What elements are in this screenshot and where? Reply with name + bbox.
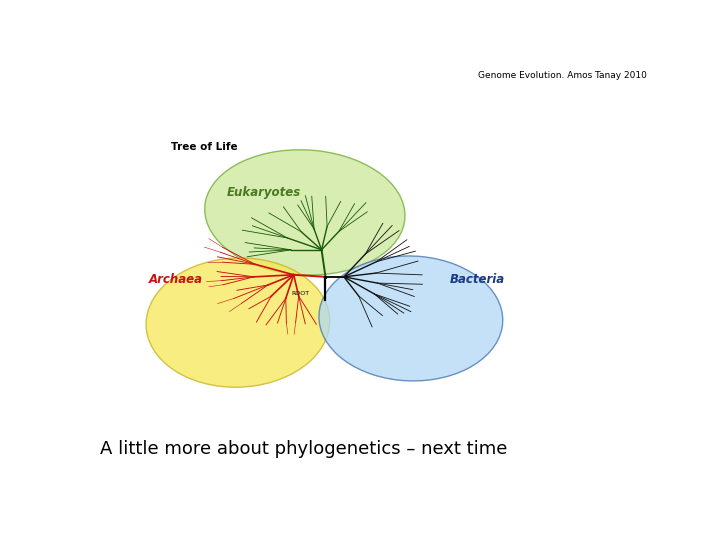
Text: Eukaryotes: Eukaryotes <box>227 186 301 199</box>
Text: Tree of Life: Tree of Life <box>171 142 238 152</box>
Ellipse shape <box>319 256 503 381</box>
Text: ROOT: ROOT <box>292 291 310 296</box>
Ellipse shape <box>204 150 405 275</box>
Ellipse shape <box>146 258 330 387</box>
Text: Bacteria: Bacteria <box>450 273 505 286</box>
Text: Genome Evolution. Amos Tanay 2010: Genome Evolution. Amos Tanay 2010 <box>478 71 647 80</box>
Text: A little more about phylogenetics – next time: A little more about phylogenetics – next… <box>100 440 508 458</box>
Text: Archaea: Archaea <box>148 273 202 286</box>
